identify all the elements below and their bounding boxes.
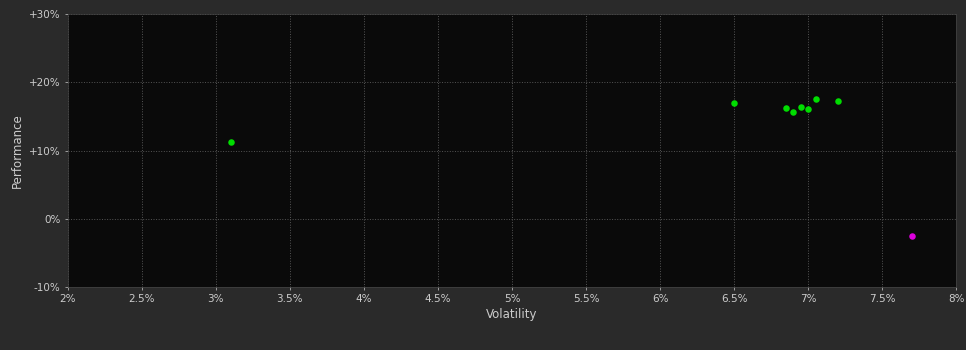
Point <box>808 97 823 102</box>
Point <box>726 100 742 106</box>
Point <box>223 140 239 145</box>
X-axis label: Volatility: Volatility <box>486 308 538 321</box>
Point <box>793 104 809 110</box>
Point <box>785 109 801 114</box>
Point <box>904 233 920 239</box>
Y-axis label: Performance: Performance <box>11 113 23 188</box>
Point <box>830 99 845 104</box>
Point <box>801 106 816 112</box>
Point <box>779 105 794 110</box>
